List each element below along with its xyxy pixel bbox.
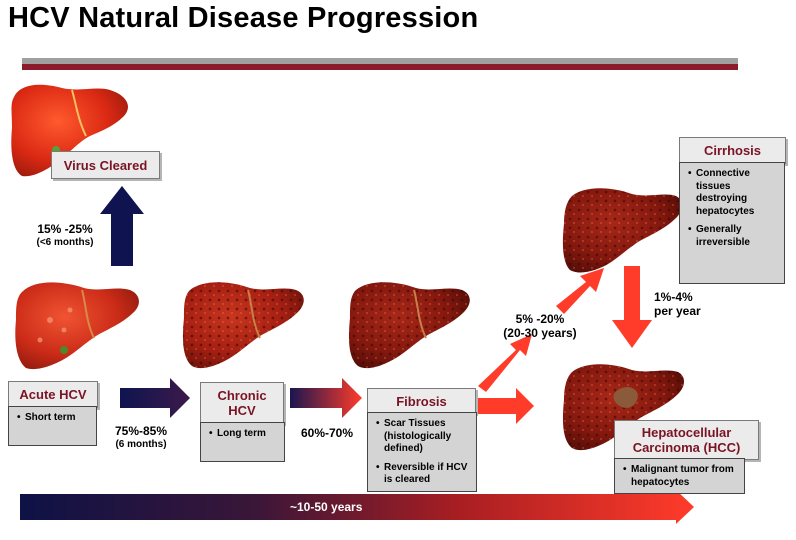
rate-cirrhosis-to-hcc-value: 1%-4% — [654, 290, 693, 304]
rate-cleared-note: (<6 months) — [36, 237, 94, 248]
cirrhosis-info: Connective tissues destroying hepatocyte… — [679, 162, 785, 284]
liver-cleared-image — [11, 84, 128, 177]
rate-cleared-value: 15% -25% — [37, 222, 93, 236]
title-rule-grey — [22, 58, 738, 64]
liver-cirrhosis-image — [562, 188, 682, 273]
timeline-arrow — [20, 490, 694, 524]
hcc-bullet: Malignant tumor from hepatocytes — [623, 464, 738, 489]
fibrosis-info: Scar Tissues (histologically defined) Re… — [367, 412, 477, 492]
chronic-hcv-label: Chronic HCV — [200, 382, 284, 424]
cirrhosis-bullet: Generally irreversible — [688, 224, 778, 249]
hcc-text-1: Hepatocellular — [641, 425, 732, 440]
rate-acute-to-chronic-value: 75%-85% — [114, 424, 168, 438]
arrow-fibrosis-right — [478, 388, 534, 424]
cirrhosis-text: Cirrhosis — [703, 143, 762, 158]
fibrosis-label: Fibrosis — [367, 388, 476, 414]
rate-chronic-to-fibrosis: 60%-70% — [292, 426, 362, 440]
fibrosis-text: Fibrosis — [396, 393, 447, 409]
rate-fibrosis-to-cirrhosis-value: 5% -20% — [515, 312, 565, 326]
rate-chronic-to-fibrosis-value: 60%-70% — [300, 426, 354, 440]
acute-hcv-label: Acute HCV — [8, 381, 98, 408]
page-title: HCV Natural Disease Progression — [8, 2, 479, 34]
rate-cleared: 15% -25% (<6 months) — [20, 222, 110, 250]
fibrosis-bullet: Reversible if HCV is cleared — [376, 462, 470, 487]
virus-cleared-label: Virus Cleared — [51, 151, 160, 179]
hcc-info: Malignant tumor from hepatocytes — [614, 458, 745, 494]
chronic-hcv-info: Long term — [200, 422, 285, 462]
rate-cirrhosis-to-hcc: 1%-4% per year — [654, 290, 724, 318]
liver-hcc-image — [562, 364, 684, 451]
acute-hcv-text: Acute HCV — [19, 387, 87, 402]
rate-fibrosis-to-cirrhosis-note: (20-30 years) — [503, 326, 577, 340]
timeline-label: ~10-50 years — [290, 500, 363, 514]
rate-cirrhosis-to-hcc-note: per year — [654, 304, 701, 318]
hcc-text-2: Carcinoma (HCC) — [632, 440, 741, 455]
arrow-acute-to-chronic — [120, 378, 190, 418]
arrow-fibrosis-to-cirrhosis-low — [478, 334, 532, 392]
virus-cleared-text: Virus Cleared — [63, 157, 148, 173]
chronic-hcv-text-2: HCV — [228, 403, 256, 418]
fibrosis-bullet: Scar Tissues (histologically defined) — [376, 418, 470, 456]
cirrhosis-bullet: Connective tissues destroying hepatocyte… — [688, 168, 778, 218]
arrow-to-cirrhosis — [556, 268, 604, 314]
cirrhosis-label: Cirrhosis — [679, 137, 786, 164]
chronic-hcv-text-1: Chronic — [217, 388, 267, 403]
rate-acute-to-chronic: 75%-85% (6 months) — [104, 424, 178, 452]
liver-fibrosis-image — [348, 282, 470, 369]
chronic-bullet: Long term — [209, 428, 278, 441]
liver-chronic-image — [182, 282, 304, 369]
hcc-label: Hepatocellular Carcinoma (HCC) — [614, 420, 759, 460]
acute-hcv-info: Short term — [8, 406, 97, 446]
arrow-chronic-to-fibrosis — [290, 378, 362, 418]
title-rule-red — [22, 64, 738, 70]
arrow-cleared — [100, 186, 144, 266]
rate-fibrosis-to-cirrhosis: 5% -20% (20-30 years) — [490, 312, 590, 340]
acute-bullet: Short term — [17, 412, 90, 425]
rate-acute-to-chronic-note: (6 months) — [115, 439, 167, 450]
arrow-cirrhosis-to-hcc — [612, 266, 652, 348]
liver-acute-image — [15, 282, 139, 370]
